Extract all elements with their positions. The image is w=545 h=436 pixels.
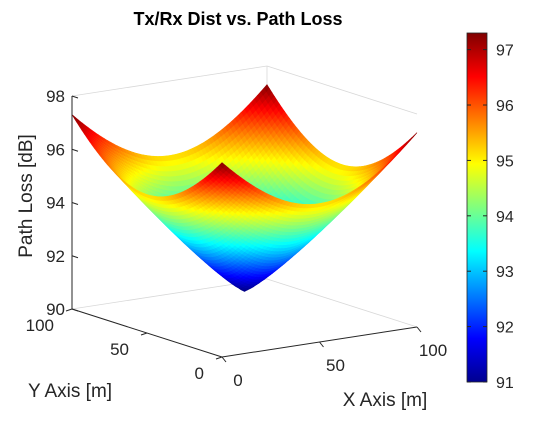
colorbar-tick-label: 94 <box>496 209 514 226</box>
y-tick-label: 50 <box>110 340 129 359</box>
surface-patch <box>219 162 226 169</box>
z-tick <box>71 202 79 205</box>
y-tick <box>140 332 148 336</box>
box-edge <box>266 278 418 328</box>
z-tick-label: 92 <box>46 247 65 266</box>
x-tick <box>416 326 422 333</box>
colorbar-tick-label: 93 <box>496 264 514 281</box>
colorbar-tick-label: 96 <box>496 98 514 115</box>
x-tick <box>319 341 324 348</box>
colorbar-tick-label: 97 <box>496 43 514 60</box>
z-axis-label: Path Loss [dB] <box>16 134 37 258</box>
z-tick <box>71 95 79 99</box>
y-tick-label: 100 <box>26 316 54 335</box>
box-edge <box>71 65 268 97</box>
x-tick <box>221 356 227 363</box>
x-tick-label: 100 <box>419 341 447 360</box>
y-tick <box>65 308 73 312</box>
z-tick-label: 90 <box>46 300 65 319</box>
colorbar-tick-label: 95 <box>496 153 514 170</box>
z-tick-label: 98 <box>46 87 65 106</box>
z-tick-label: 94 <box>46 194 65 213</box>
z-tick <box>71 308 79 312</box>
colorbar-tick-label: 91 <box>496 375 514 392</box>
y-tick-label: 0 <box>195 364 204 383</box>
z-tick <box>71 148 79 152</box>
y-tick <box>215 356 223 360</box>
z-tick <box>71 255 79 259</box>
x-tick-label: 50 <box>326 356 345 375</box>
colorbar-tick-label: 92 <box>496 320 514 337</box>
surface-plot <box>71 84 418 292</box>
box-edge <box>266 65 418 115</box>
colorbar <box>466 32 488 383</box>
x-tick-label: 0 <box>233 371 242 390</box>
z-tick-label: 96 <box>46 140 65 159</box>
y-axis-label: Y Axis [m] <box>28 381 112 402</box>
chart-title: Tx/Rx Dist vs. Path Loss <box>133 9 342 29</box>
x-axis-label: X Axis [m] <box>343 390 427 411</box>
colorbar-ticks: 91 92 93 94 95 96 97 <box>467 43 514 392</box>
